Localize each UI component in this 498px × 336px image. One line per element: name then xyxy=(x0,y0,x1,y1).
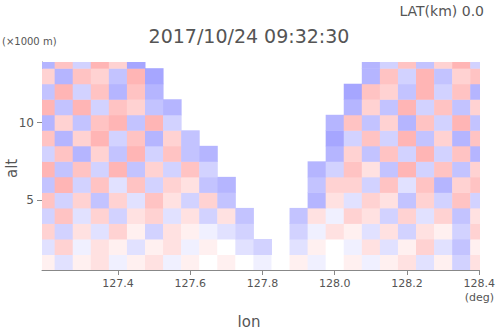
svg-text:2017/10/24 09:32:30: 2017/10/24 09:32:30 xyxy=(149,25,350,47)
svg-text:5: 5 xyxy=(26,193,34,207)
svg-text:128.0: 128.0 xyxy=(319,277,351,290)
svg-text:(deg): (deg) xyxy=(465,291,494,304)
svg-text:lon: lon xyxy=(238,313,261,331)
svg-text:alt: alt xyxy=(3,159,21,178)
svg-text:127.6: 127.6 xyxy=(174,277,206,290)
svg-text:127.8: 127.8 xyxy=(247,277,279,290)
svg-text:128.4: 128.4 xyxy=(464,277,496,290)
svg-text:10: 10 xyxy=(19,116,34,130)
svg-text:LAT(km) 0.0: LAT(km) 0.0 xyxy=(399,3,484,19)
svg-text:128.2: 128.2 xyxy=(391,277,423,290)
svg-text:127.4: 127.4 xyxy=(102,277,134,290)
svg-text:(×1000 m): (×1000 m) xyxy=(2,36,57,47)
